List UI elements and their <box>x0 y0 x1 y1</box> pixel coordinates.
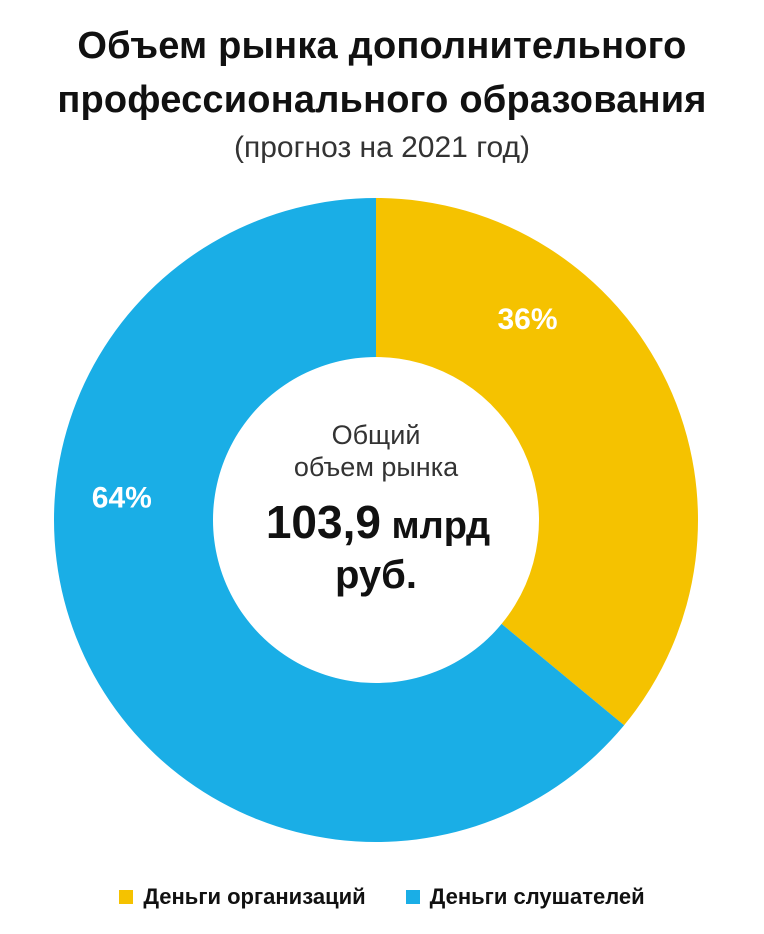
center-value-line2: руб. <box>335 553 417 597</box>
center-label-line1: Общий <box>332 420 421 450</box>
legend-item-listeners: Деньги слушателей <box>405 884 645 910</box>
center-text: Общий объем рынка 103,9 млрд руб. <box>266 420 490 597</box>
slice-organizations <box>376 198 699 726</box>
slice-listeners <box>54 198 625 842</box>
legend-label-organizations: Деньги организаций <box>143 884 366 909</box>
donut-chart-svg: 36% 64% Общий объем рынка 103,9 млрд руб. <box>54 198 699 842</box>
center-value-number: 103,9 <box>266 496 381 548</box>
legend-item-organizations: Деньги организаций <box>119 884 366 910</box>
center-label-line2: объем рынка <box>294 452 459 482</box>
legend-label-listeners: Деньги слушателей <box>429 884 645 909</box>
chart-title-line2: профессионального образования <box>57 79 707 121</box>
legend-swatch-organizations <box>119 890 134 904</box>
chart-title-line1: Объем рынка дополнительного <box>77 25 687 67</box>
legend-swatch-listeners <box>405 890 420 904</box>
center-value-line1: 103,9 млрд <box>266 496 490 548</box>
donut-slices <box>54 198 699 842</box>
slice-label-listeners: 64% <box>92 482 152 515</box>
slice-label-organizations: 36% <box>497 303 557 336</box>
chart-subtitle: (прогноз на 2021 год) <box>233 131 530 164</box>
slice-labels: 36% 64% <box>92 303 558 514</box>
center-value-unit: млрд <box>381 505 490 547</box>
legend: Деньги организаций Деньги слушателей <box>0 877 764 917</box>
